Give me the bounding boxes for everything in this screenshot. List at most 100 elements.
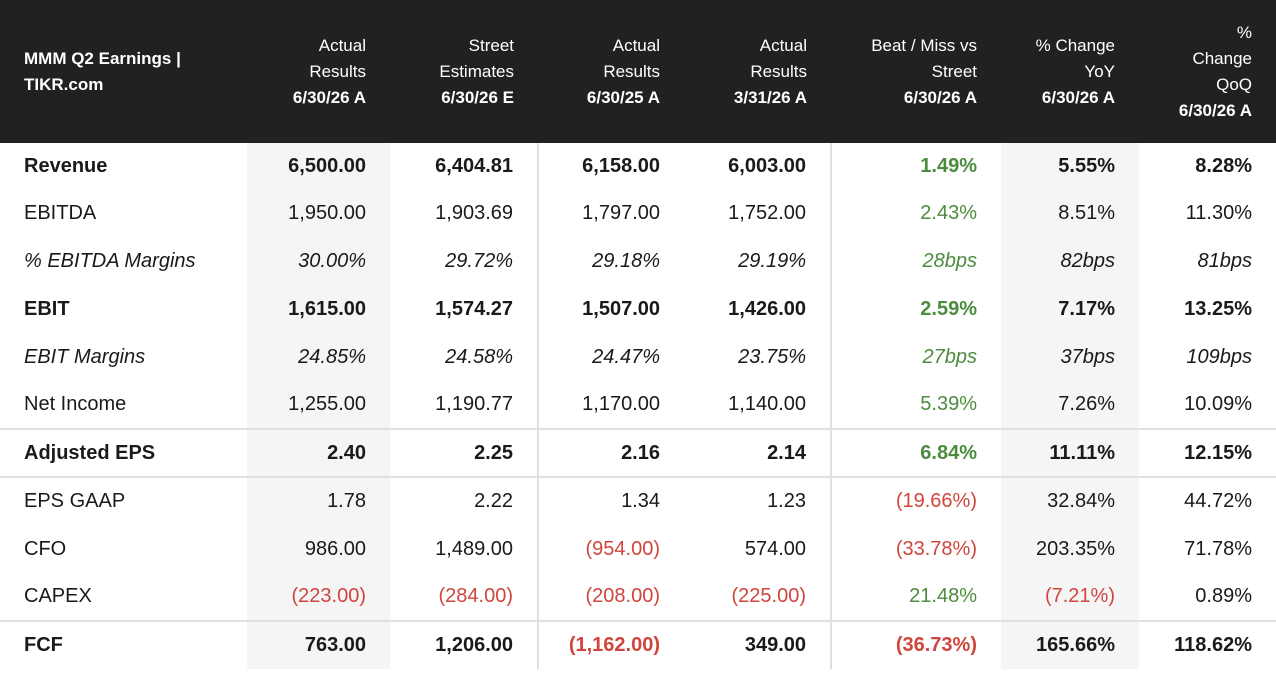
table-cell: 12.15% — [1139, 428, 1276, 477]
col-line: Estimates — [439, 61, 514, 81]
table-cell: 1,797.00 — [537, 189, 684, 237]
table-row: FCF 763.00 1,206.00 (1,162.00) 349.00 (36.73%… — [0, 620, 1276, 669]
column-header: % Change QoQ 6/30/26 A — [1139, 0, 1276, 143]
header-row: MMM Q2 Earnings | TIKR.com Actual Results… — [0, 0, 1276, 143]
row-label: CAPEX — [24, 585, 92, 607]
table-cell: 349.00 — [684, 620, 831, 669]
table-cell: 1,255.00 — [247, 381, 390, 429]
row-label: EBIT Margins — [24, 345, 146, 368]
table-cell: (1,162.00) — [537, 620, 684, 669]
table-cell: 71.78% — [1184, 537, 1252, 560]
title-text: MMM Q2 Earnings | TIKR.com — [24, 48, 181, 94]
table-cell: 81bps — [1197, 249, 1253, 272]
table-cell: 1.23 — [684, 476, 831, 525]
col-line: QoQ — [1216, 74, 1252, 94]
table-row: EPS GAAP 1.78 2.22 1.34 1.23 (19.66%) 32.84% 44… — [0, 476, 1276, 525]
table-cell: 24.85% — [247, 333, 390, 381]
table-cell: 1,190.77 — [435, 393, 513, 415]
table-cell: 1,903.69 — [435, 201, 513, 224]
row-label: % EBITDA Margins — [24, 249, 196, 272]
col-date: 6/30/26 A — [1041, 87, 1115, 107]
col-line: Results — [603, 61, 660, 81]
table-cell: 29.19% — [738, 249, 806, 272]
table-cell: 24.47% — [537, 333, 684, 381]
table-cell: (33.78%) — [830, 525, 1001, 573]
table-row: CAPEX (223.00) (284.00) (208.00) (225.00) 21.… — [0, 573, 1276, 621]
table-cell: 30.00% — [247, 237, 390, 285]
table-cell: 27bps — [830, 333, 1001, 381]
table-cell: (208.00) — [537, 573, 684, 621]
table-cell: 6,003.00 — [728, 154, 806, 177]
table-cell: 203.35% — [1001, 525, 1139, 573]
table-cell: 11.11% — [1001, 428, 1139, 477]
col-line: % Change — [1035, 35, 1115, 55]
table-cell: 2.40 — [247, 428, 390, 477]
table-cell: 2.59% — [830, 285, 1001, 333]
column-header: Beat / Miss vs Street 6/30/26 A — [831, 0, 1001, 143]
table-cell: 23.75% — [738, 345, 806, 368]
column-header: Actual Results 6/30/26 A — [247, 0, 390, 143]
table-cell: 28bps — [830, 237, 1001, 285]
row-label: Net Income — [24, 393, 127, 415]
table-row: Net Income 1,255.00 1,190.77 1,170.00 1,140.… — [0, 381, 1276, 429]
table-row: EBIT Margins 24.85% 24.58% 24.47% 23.75% 27bp… — [0, 333, 1276, 381]
table-cell: 1,507.00 — [537, 285, 684, 333]
table-cell: 6,158.00 — [537, 143, 684, 189]
table-row: Revenue 6,500.00 6,404.81 6,158.00 6,003.00 1… — [0, 143, 1276, 189]
col-line: % — [1236, 22, 1252, 42]
table-cell: (954.00) — [537, 525, 684, 573]
col-line: Actual — [759, 35, 807, 55]
table-cell: (225.00) — [731, 585, 807, 607]
table-cell: 29.72% — [445, 249, 513, 272]
table-cell: 1,170.00 — [537, 381, 684, 429]
col-date: 3/31/26 A — [733, 87, 807, 107]
table-cell: 10.09% — [1184, 393, 1252, 415]
col-date: 6/30/26 A — [292, 87, 366, 107]
table-cell: (284.00) — [438, 585, 514, 607]
table-cell: (36.73%) — [830, 620, 1001, 669]
col-line: Actual — [318, 35, 366, 55]
table-cell: 1,489.00 — [435, 537, 513, 560]
table-cell: 165.66% — [1001, 620, 1139, 669]
table-cell: 118.62% — [1139, 620, 1276, 669]
column-header: Street Estimates 6/30/26 E — [390, 0, 538, 143]
table-row: % EBITDA Margins 30.00% 29.72% 29.18% 29.19%… — [0, 237, 1276, 285]
row-label: CFO — [24, 537, 67, 560]
table-title: MMM Q2 Earnings | TIKR.com — [0, 0, 247, 143]
col-line: Street — [468, 35, 514, 55]
table-cell: 29.18% — [537, 237, 684, 285]
table-cell: (223.00) — [247, 573, 390, 621]
table-row: Adjusted EPS 2.40 2.25 2.16 2.14 6.84% 11.11% 1… — [0, 428, 1276, 477]
table-cell: 2.14 — [684, 428, 831, 477]
table-cell: 6,404.81 — [435, 154, 513, 177]
table-cell: 11.30% — [1185, 201, 1252, 224]
table-cell: 6,500.00 — [247, 143, 390, 189]
table-cell: 44.72% — [1139, 476, 1276, 525]
col-line: Results — [750, 61, 807, 81]
table-cell: 13.25% — [1184, 297, 1252, 320]
table-cell: 6.84% — [830, 428, 1001, 477]
row-label: EPS GAAP — [0, 476, 247, 525]
column-header: Actual Results 3/31/26 A — [684, 0, 831, 143]
table-cell: 0.89% — [1195, 585, 1252, 607]
table-row: EBIT 1,615.00 1,574.27 1,507.00 1,426.00 2.59… — [0, 285, 1276, 333]
table-cell: 24.58% — [445, 345, 513, 368]
table-cell: 5.55% — [1001, 143, 1139, 189]
table-cell: 1,752.00 — [728, 201, 806, 224]
table-cell: 574.00 — [744, 537, 806, 560]
table-cell: 82bps — [1001, 237, 1139, 285]
column-header: % Change YoY 6/30/26 A — [1001, 0, 1139, 143]
col-line: YoY — [1084, 61, 1115, 81]
table-row: EBITDA 1,950.00 1,903.69 1,797.00 1,752.00 2.… — [0, 189, 1276, 237]
table-cell: 1,950.00 — [247, 189, 390, 237]
table-cell: 21.48% — [830, 573, 1001, 621]
col-line: Actual — [612, 35, 660, 55]
row-label: Adjusted EPS — [0, 428, 247, 477]
col-line: Street — [931, 61, 977, 81]
table-cell: 1,574.27 — [435, 297, 513, 320]
table-cell: 1,206.00 — [390, 620, 538, 669]
table-cell: 8.51% — [1001, 189, 1139, 237]
col-date: 6/30/26 E — [441, 87, 514, 107]
row-label: FCF — [0, 620, 247, 669]
